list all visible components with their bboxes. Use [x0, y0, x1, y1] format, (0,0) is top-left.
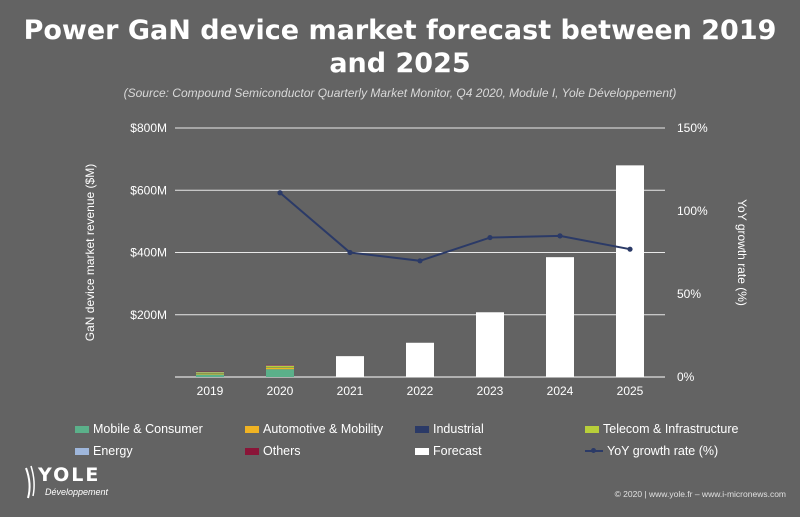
legend-item: Others: [245, 444, 301, 458]
x-tick-label: 2022: [407, 384, 434, 398]
bar-segment: [196, 374, 224, 377]
legend-item: Energy: [75, 444, 133, 458]
logo-name: YOLE: [38, 464, 101, 486]
legend-swatch: [245, 447, 259, 455]
y2-axis-title: YoY growth rate (%): [735, 199, 749, 306]
y2-tick-label: 0%: [677, 370, 695, 384]
footer-credits: © 2020 | www.yole.fr – www.i-micronews.c…: [614, 489, 786, 499]
x-tick-label: 2021: [337, 384, 364, 398]
y-tick-label: $800M: [130, 121, 167, 135]
bar-segment: [546, 257, 574, 377]
y2-tick-label: 100%: [677, 204, 708, 218]
yoy-growth-line: [279, 191, 631, 262]
logo-subtitle: Développement: [45, 487, 109, 497]
yoy-point: [487, 234, 493, 241]
yoy-point: [627, 246, 633, 252]
legend-label: Industrial: [433, 422, 484, 436]
bar-segment: [196, 373, 224, 375]
yole-logo-icon: [25, 465, 35, 499]
y-tick-label: $400M: [130, 246, 167, 260]
bar-segment: [616, 165, 644, 377]
bar-segment: [406, 342, 434, 377]
legend-item: YoY growth rate (%): [585, 444, 718, 458]
legend-item: Industrial: [415, 422, 484, 436]
legend-label: Others: [263, 444, 301, 458]
legend-swatch: [75, 447, 89, 455]
bar-segment: [336, 356, 364, 377]
legend-line-marker: [585, 448, 603, 453]
x-tick-label: 2025: [617, 384, 644, 398]
x-tick-label: 2023: [477, 384, 504, 398]
bar-segment: [266, 369, 294, 377]
bar-segment: [266, 367, 294, 370]
bar-segment: [266, 364, 294, 366]
x-tick-label: 2019: [197, 384, 224, 398]
legend-item: Telecom & Infrastructure: [585, 422, 738, 436]
chart-subtitle: (Source: Compound Semiconductor Quarterl…: [123, 86, 677, 100]
chart-title: Power GaN device market forecast between…: [23, 15, 777, 79]
bar-segment: [196, 372, 224, 374]
legend-item: Forecast: [415, 444, 482, 458]
y-tick-label: $200M: [130, 308, 167, 322]
y2-tick-label: 150%: [677, 121, 708, 135]
legend-swatch: [245, 425, 259, 433]
legend-swatch: [415, 425, 429, 433]
x-tick-label: 2024: [547, 384, 574, 398]
legend-swatch: [415, 447, 429, 455]
yoy-point: [347, 249, 353, 256]
y-tick-label: $600M: [130, 183, 167, 197]
y2-tick-label: 50%: [677, 287, 701, 301]
yoy-point: [557, 233, 563, 239]
legend-label: Telecom & Infrastructure: [603, 422, 739, 436]
legend-label: YoY growth rate (%): [607, 444, 719, 458]
legend-label: Automotive & Mobility: [263, 422, 384, 436]
legend-label: Energy: [93, 444, 133, 458]
legend-label: Forecast: [433, 444, 482, 458]
legend-swatch: [75, 425, 89, 433]
y-axis-title: GaN device market revenue ($M): [83, 164, 97, 341]
bar-segment: [266, 365, 294, 368]
yoy-point: [417, 258, 423, 264]
yoy-point: [277, 190, 283, 196]
legend-item: Mobile & Consumer: [75, 422, 203, 436]
legend-item: Automotive & Mobility: [245, 422, 383, 436]
x-tick-label: 2020: [267, 384, 294, 398]
bar-segment: [476, 312, 504, 377]
legend-swatch: [585, 425, 599, 433]
legend-label: Mobile & Consumer: [93, 422, 203, 436]
